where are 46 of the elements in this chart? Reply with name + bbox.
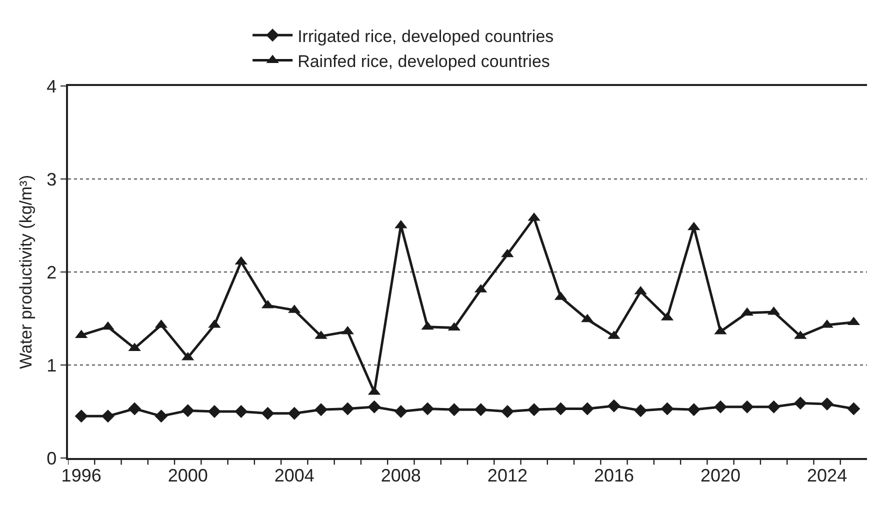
point bbox=[740, 400, 754, 414]
point bbox=[794, 396, 807, 410]
point bbox=[448, 403, 461, 416]
point bbox=[128, 402, 142, 416]
point bbox=[181, 404, 194, 418]
y-tick-label: 4 bbox=[46, 76, 57, 96]
legend-label: Rainfed rice, developed countries bbox=[298, 52, 550, 71]
y-tick-label: 1 bbox=[46, 355, 57, 376]
y-axis-title: Water productivity (kg/m³) bbox=[16, 175, 36, 369]
point bbox=[820, 398, 834, 411]
point bbox=[154, 410, 168, 423]
legend-label: Irrigated rice, developed countries bbox=[298, 26, 554, 46]
x-tick-label: 2016 bbox=[594, 465, 634, 486]
point bbox=[607, 399, 620, 412]
point bbox=[528, 403, 541, 416]
point bbox=[74, 410, 88, 423]
point bbox=[687, 403, 700, 416]
x-tick-label: 2000 bbox=[168, 465, 208, 486]
point bbox=[500, 405, 514, 418]
point bbox=[341, 402, 354, 416]
point bbox=[314, 403, 328, 416]
point bbox=[580, 402, 594, 416]
point bbox=[421, 402, 434, 416]
point bbox=[767, 400, 780, 414]
point bbox=[660, 402, 674, 416]
point bbox=[261, 406, 274, 420]
y-tick-label: 2 bbox=[46, 262, 57, 282]
point bbox=[101, 410, 114, 423]
x-tick-label: 2024 bbox=[807, 465, 848, 486]
x-tick-label: 2012 bbox=[487, 465, 528, 486]
x-tick-label: 1996 bbox=[61, 465, 102, 486]
x-tick-label: 2020 bbox=[700, 465, 741, 486]
x-tick-label: 2008 bbox=[380, 465, 421, 486]
point bbox=[554, 402, 568, 416]
point bbox=[394, 405, 408, 418]
point bbox=[288, 406, 301, 420]
point bbox=[714, 400, 728, 414]
point bbox=[234, 405, 248, 418]
point bbox=[847, 402, 860, 416]
x-tick-label: 2004 bbox=[274, 465, 314, 486]
point bbox=[634, 404, 648, 418]
y-tick-label: 0 bbox=[46, 448, 57, 468]
y-tick-label: 3 bbox=[46, 169, 57, 190]
point bbox=[208, 405, 221, 418]
point bbox=[368, 400, 381, 414]
point bbox=[474, 403, 488, 416]
